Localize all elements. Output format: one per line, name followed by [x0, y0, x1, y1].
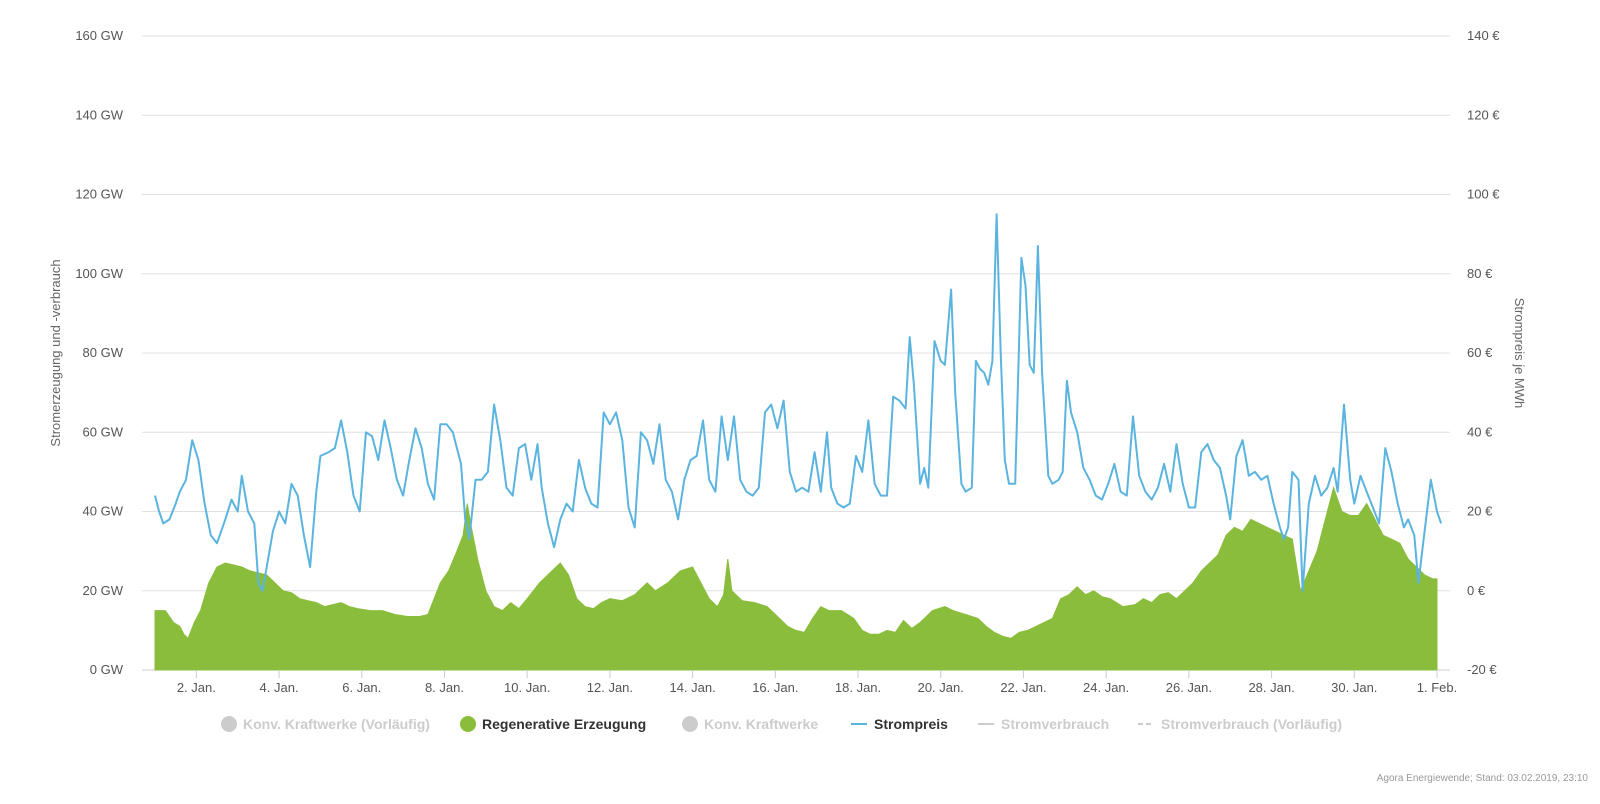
- y-left-tick-label: 80 GW: [83, 345, 124, 360]
- legend-circle-marker: [221, 716, 237, 732]
- y-left-tick-label: 140 GW: [75, 107, 123, 122]
- legend-item[interactable]: Konv. Kraftwerke: [682, 716, 818, 732]
- y-right-tick-label: -20 €: [1467, 662, 1497, 677]
- x-tick-label: 20. Jan.: [918, 680, 964, 695]
- y-left-tick-label: 40 GW: [83, 504, 124, 519]
- y-right-tick-label: 120 €: [1467, 107, 1500, 122]
- y-right-tick-label: 80 €: [1467, 266, 1493, 281]
- legend-label: Konv. Kraftwerke: [704, 716, 818, 732]
- x-tick-label: 30. Jan.: [1331, 680, 1377, 695]
- legend[interactable]: Konv. Kraftwerke (Vorläufig) Regenerative…: [221, 716, 1342, 732]
- legend-item[interactable]: Regenerative Erzeugung: [460, 716, 646, 732]
- x-tick-label: 14. Jan.: [669, 680, 715, 695]
- legend-item[interactable]: Stromverbrauch (Vorläufig): [1138, 716, 1342, 732]
- x-tick-label: 12. Jan.: [587, 680, 633, 695]
- x-tick-label: 16. Jan.: [752, 680, 798, 695]
- x-tick-label: 2. Jan.: [177, 680, 216, 695]
- x-tick-label: 1. Feb.: [1417, 680, 1457, 695]
- x-tick-label: 6. Jan.: [342, 680, 381, 695]
- legend-label: Konv. Kraftwerke (Vorläufig): [243, 716, 430, 732]
- y-left-tick-label: 100 GW: [75, 266, 123, 281]
- y-left-tick-label: 20 GW: [83, 583, 124, 598]
- x-tick-label: 26. Jan.: [1166, 680, 1212, 695]
- y-right-tick-label: 60 €: [1467, 345, 1493, 360]
- y-right-axis-title: Strompreis je MWh: [1512, 298, 1527, 409]
- y-right-tick-label: 20 €: [1467, 504, 1493, 519]
- series-area-regenerative-erzeugung: [154, 485, 1438, 671]
- x-tick-label: 22. Jan.: [1000, 680, 1046, 695]
- series-line-strompreis: [154, 213, 1443, 592]
- x-tick-label: 28. Jan.: [1248, 680, 1294, 695]
- legend-circle-marker: [682, 716, 698, 732]
- credits-text: Agora Energiewende; Stand: 03.02.2019, 2…: [1377, 773, 1589, 784]
- legend-label: Stromverbrauch: [1001, 716, 1109, 732]
- axes: 0 GW 20 GW 40 GW 60 GW 80 GW 100 GW 120 GW 140 …: [48, 28, 1527, 695]
- y-left-tick-label: 60 GW: [83, 424, 124, 439]
- y-right-tick-label: 0 €: [1467, 583, 1486, 598]
- x-tick-label: 10. Jan.: [504, 680, 550, 695]
- y-left-tick-label: 160 GW: [75, 28, 123, 43]
- y-left-tick-label: 0 GW: [90, 662, 124, 677]
- price-line-layer: [154, 213, 1443, 592]
- x-tick-label: 8. Jan.: [425, 680, 464, 695]
- y-right-tick-label: 140 €: [1467, 28, 1500, 43]
- y-right-tick-label: 100 €: [1467, 187, 1500, 202]
- legend-item[interactable]: Strompreis: [851, 716, 948, 732]
- legend-item[interactable]: Stromverbrauch: [978, 716, 1109, 732]
- y-right-tick-label: 40 €: [1467, 424, 1493, 439]
- y-left-tick-label: 120 GW: [75, 187, 123, 202]
- x-tick-label: 4. Jan.: [260, 680, 299, 695]
- renewables-area-layer: [154, 485, 1438, 671]
- x-tick-label: 24. Jan.: [1083, 680, 1129, 695]
- x-tick-label: 18. Jan.: [835, 680, 881, 695]
- legend-item[interactable]: Konv. Kraftwerke (Vorläufig): [221, 716, 430, 732]
- legend-label: Regenerative Erzeugung: [482, 716, 646, 732]
- y-left-axis-title: Stromerzeugung und -verbrauch: [48, 259, 63, 446]
- legend-label: Stromverbrauch (Vorläufig): [1161, 716, 1342, 732]
- legend-circle-marker: [460, 716, 476, 732]
- legend-label: Strompreis: [874, 716, 948, 732]
